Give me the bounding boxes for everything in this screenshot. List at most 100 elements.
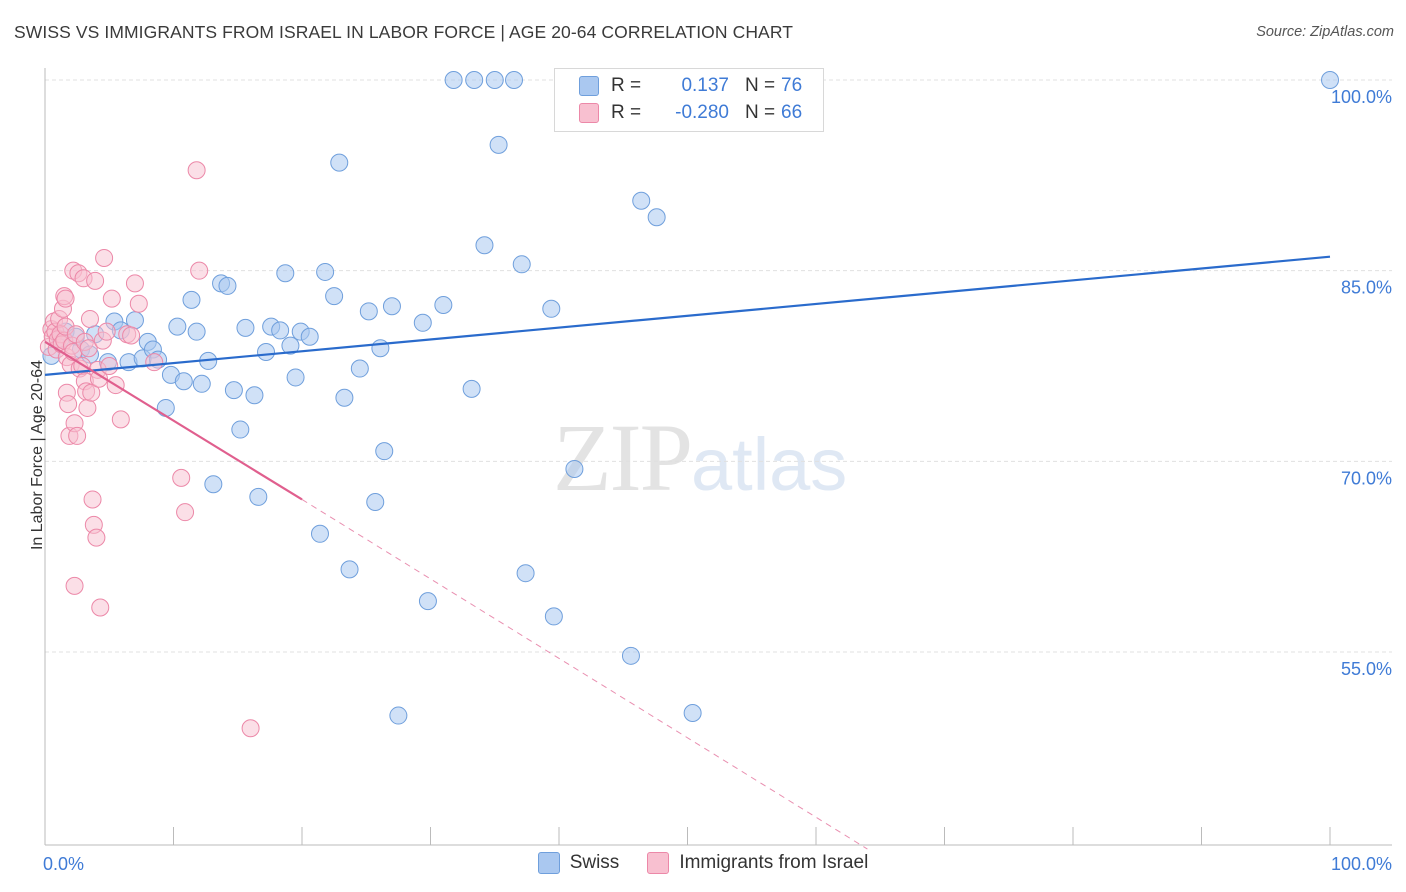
swiss-point [565,459,584,478]
israel-point [80,309,99,328]
axes [44,68,1392,846]
swiss-point [168,317,187,336]
swiss-point [375,442,394,461]
swiss-point [257,343,276,362]
swiss-point [621,646,640,665]
grid-lines [45,79,1392,653]
watermark: ZIPatlas [553,402,847,513]
israel-point [78,398,97,417]
legend-n-value: 66 [781,102,803,123]
swiss-point [174,372,193,391]
swiss-point [310,524,329,543]
israel-point [95,248,114,267]
tick-labels: 55.0% 70.0% 85.0% 100.0% 0.0% 100.0% [43,87,1392,874]
trend-lines [44,255,1331,850]
swiss-point [485,71,504,89]
swiss-point [316,262,335,281]
israel-point [241,719,260,738]
series-legend-israel[interactable]: Immigrants from Israel [647,852,868,874]
israel-point [102,289,121,308]
swiss-swatch [537,852,560,874]
swiss-point [516,564,535,583]
israel-point [122,326,141,345]
series-legend-swiss[interactable]: Swiss [537,852,619,874]
swiss-point [281,336,300,355]
swiss-point [489,135,508,154]
swiss-point [340,560,359,579]
legend-row-swiss: R = 0.137 N = 76 [579,74,802,98]
swiss-point [542,299,561,318]
legend-n-label: N = [745,75,776,96]
swiss-point [371,339,390,358]
swiss-point [418,592,437,611]
israel-swatch [647,852,670,874]
swiss-point [204,475,223,494]
swiss-point [544,607,563,626]
y-axis-label: In Labor Force | Age 20-64 [29,359,46,551]
swiss-point [465,71,484,89]
legend-swatch-swiss [579,76,599,96]
israel-point [111,410,130,429]
israel-point [187,161,206,180]
israel-point [56,289,75,308]
swiss-point [271,321,290,340]
legend-n-value: 76 [781,75,803,96]
israel-trend-line [44,340,303,501]
swiss-point [512,255,531,274]
swiss-point [632,191,651,210]
swiss-point [647,208,666,227]
legend-n-label: N = [745,102,776,123]
swiss-trend-line [44,255,1331,376]
swiss-point [475,236,494,255]
israel-point [59,395,78,414]
source-credit: Source: ZipAtlas.com [1256,24,1394,40]
swiss-point [350,359,369,378]
swiss-point [231,420,250,439]
swiss-point [218,276,237,295]
swiss-point [434,295,453,314]
swiss-point [300,327,319,346]
swiss-point [382,297,401,316]
x-tick-label: 0.0% [43,854,84,874]
chart-title: SWISS VS IMMIGRANTS FROM ISRAEL IN LABOR… [14,22,794,42]
israel-point [125,274,144,293]
swiss-point [444,71,463,89]
israel-trend-extension [301,499,868,850]
swiss-point [249,487,268,506]
israel-point [91,598,110,617]
swiss-point [276,264,295,283]
swiss-point [236,318,255,337]
swiss-point [462,379,481,398]
israel-point [172,468,191,487]
swiss-point [187,322,206,341]
israel-point [100,357,119,375]
israel-point [83,490,102,509]
israel-point [97,322,116,341]
israel-point [87,528,106,547]
swiss-point [182,290,201,309]
x-tick-label: 100.0% [1331,854,1392,874]
y-tick-label: 70.0% [1341,468,1392,488]
israel-point [68,426,87,445]
legend-row-israel: R = -0.280 N = 66 [579,101,802,125]
swiss-points [42,71,1339,725]
swiss-point [192,374,211,393]
israel-point [176,503,195,522]
swiss-point [1321,71,1339,89]
legend-r-value: -0.280 [675,102,729,123]
watermark-zip: ZIP [553,404,693,511]
y-tick-label: 85.0% [1341,278,1392,298]
legend-r-value: 0.137 [681,75,729,96]
swiss-point [505,71,524,89]
watermark-atlas: atlas [691,423,848,506]
swiss-point [286,368,305,387]
swiss-point [683,704,702,723]
swiss-point [359,302,378,321]
israel-point [190,261,209,280]
swiss-point [245,386,264,405]
israel-points [39,161,260,738]
israel-point [82,383,101,402]
y-tick-label: 100.0% [1331,87,1392,107]
israel-point [145,353,164,372]
